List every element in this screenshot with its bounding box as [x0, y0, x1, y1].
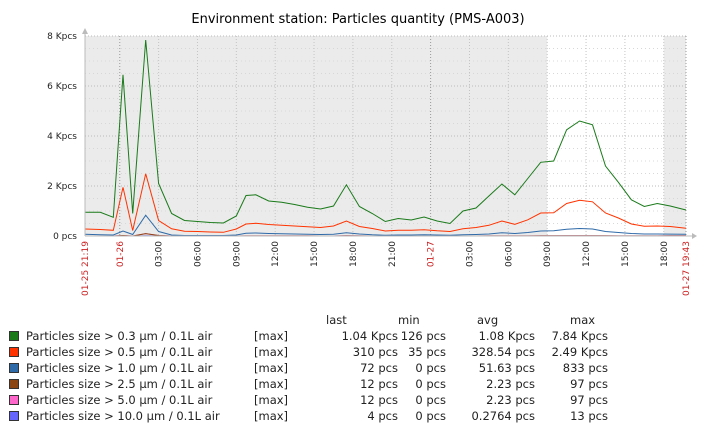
- legend-row: Particles size > 1.0 µm / 0.1L air [max] 7…: [8, 361, 708, 377]
- legend-swatch: [9, 379, 19, 389]
- x-tick-label: 21:00: [388, 241, 398, 267]
- legend-swatch: [9, 347, 19, 357]
- y-axis-arrow: [82, 28, 88, 34]
- legend-series-name: Particles size > 0.5 µm / 0.1L air: [26, 345, 212, 359]
- y-tick-label: 6 Kpcs: [47, 82, 77, 92]
- legend-row: Particles size > 2.5 µm / 0.1L air [max] 1…: [8, 377, 708, 393]
- legend-last-value: 1.04 Kpcs: [342, 329, 398, 343]
- x-tick-label: 09:00: [543, 241, 553, 267]
- legend-function: [max]: [254, 409, 288, 423]
- legend-function: [max]: [254, 345, 288, 359]
- legend-header-max: max: [570, 313, 595, 327]
- legend-min-value: 126 pcs: [401, 329, 446, 343]
- legend-min-value: 0 pcs: [415, 377, 446, 391]
- x-tick-label: 01-25 21:19: [81, 241, 91, 296]
- legend-series-name: Particles size > 10.0 µm / 0.1L air: [26, 409, 220, 423]
- x-tick-label: 06:00: [193, 241, 203, 267]
- legend-avg-value: 51.63 pcs: [479, 361, 535, 375]
- legend-row: Particles size > 10.0 µm / 0.1L air [max]…: [8, 409, 708, 425]
- legend-function: [max]: [254, 377, 288, 391]
- legend-last-value: 72 pcs: [360, 361, 398, 375]
- legend-series-name: Particles size > 5.0 µm / 0.1L air: [26, 393, 212, 407]
- legend-swatch: [9, 395, 19, 405]
- x-tick-label: 15:00: [310, 241, 320, 267]
- legend-last-value: 310 pcs: [353, 345, 398, 359]
- legend-row: Particles size > 5.0 µm / 0.1L air [max] 1…: [8, 393, 708, 409]
- legend-function: [max]: [254, 329, 288, 343]
- legend-rows: Particles size > 0.3 µm / 0.1L air [max] 1…: [8, 329, 708, 425]
- x-tick-label: 01-27 19:43: [682, 241, 692, 296]
- x-tick-label: 03:00: [465, 241, 475, 267]
- legend-max-value: 2.49 Kpcs: [552, 345, 608, 359]
- legend-max-value: 97 pcs: [570, 377, 608, 391]
- x-tick-label: 18:00: [349, 241, 359, 267]
- legend-last-value: 12 pcs: [360, 393, 398, 407]
- legend-series-name: Particles size > 1.0 µm / 0.1L air: [26, 361, 212, 375]
- legend-min-value: 0 pcs: [415, 393, 446, 407]
- legend-series-name: Particles size > 2.5 µm / 0.1L air: [26, 377, 212, 391]
- legend-header: last min avg max: [8, 313, 708, 329]
- legend-min-value: 0 pcs: [415, 409, 446, 423]
- legend-header-last: last: [326, 313, 347, 327]
- chart-svg: Environment station: Particles quantity …: [0, 0, 716, 310]
- legend-last-value: 4 pcs: [367, 409, 398, 423]
- legend-max-value: 13 pcs: [570, 409, 608, 423]
- legend-header-avg: avg: [477, 313, 498, 327]
- legend-header-min: min: [398, 313, 420, 327]
- y-tick-label: 4 Kpcs: [47, 132, 77, 142]
- legend-avg-value: 2.23 pcs: [486, 393, 535, 407]
- x-tick-label: 18:00: [660, 241, 670, 267]
- x-tick-label: 09:00: [232, 241, 242, 267]
- legend-min-value: 35 pcs: [408, 345, 446, 359]
- y-tick-label: 2 Kpcs: [47, 182, 77, 192]
- chart-title: Environment station: Particles quantity …: [191, 12, 524, 27]
- y-tick-label: 8 Kpcs: [47, 32, 77, 42]
- y-tick-labels: 0 pcs 2 Kpcs 4 Kpcs 6 Kpcs 8 Kpcs: [47, 32, 77, 242]
- legend-max-value: 97 pcs: [570, 393, 608, 407]
- x-tick-label: 01-27: [427, 241, 437, 267]
- legend-row: Particles size > 0.5 µm / 0.1L air [max] 3…: [8, 345, 708, 361]
- legend-swatch: [9, 331, 19, 341]
- legend-function: [max]: [254, 361, 288, 375]
- legend-swatch: [9, 411, 19, 421]
- legend-avg-value: 0.2764 pcs: [471, 409, 535, 423]
- legend-avg-value: 2.23 pcs: [486, 377, 535, 391]
- legend-swatch: [9, 363, 19, 373]
- legend-max-value: 833 pcs: [563, 361, 608, 375]
- legend-max-value: 7.84 Kpcs: [552, 329, 608, 343]
- x-tick-label: 12:00: [271, 241, 281, 267]
- x-tick-label: 12:00: [582, 241, 592, 267]
- legend-avg-value: 328.54 pcs: [471, 345, 535, 359]
- x-tick-label: 03:00: [155, 241, 165, 267]
- x-tick-labels: 01-25 21:19 01-26 03:00 06:00 09:00 12:00 15:0…: [81, 241, 692, 296]
- legend-last-value: 12 pcs: [360, 377, 398, 391]
- legend-avg-value: 1.08 Kpcs: [479, 329, 535, 343]
- x-tick-label: 15:00: [621, 241, 631, 267]
- x-tick-label: 06:00: [504, 241, 514, 267]
- legend: last min avg max Particles size > 0.3 µm…: [8, 313, 708, 425]
- x-tick-label: 01-26: [116, 241, 126, 267]
- y-tick-label: 0 pcs: [53, 232, 77, 242]
- legend-row: Particles size > 0.3 µm / 0.1L air [max] 1…: [8, 329, 708, 345]
- legend-series-name: Particles size > 0.3 µm / 0.1L air: [26, 329, 212, 343]
- legend-function: [max]: [254, 393, 288, 407]
- legend-min-value: 0 pcs: [415, 361, 446, 375]
- x-axis-arrow: [692, 233, 697, 239]
